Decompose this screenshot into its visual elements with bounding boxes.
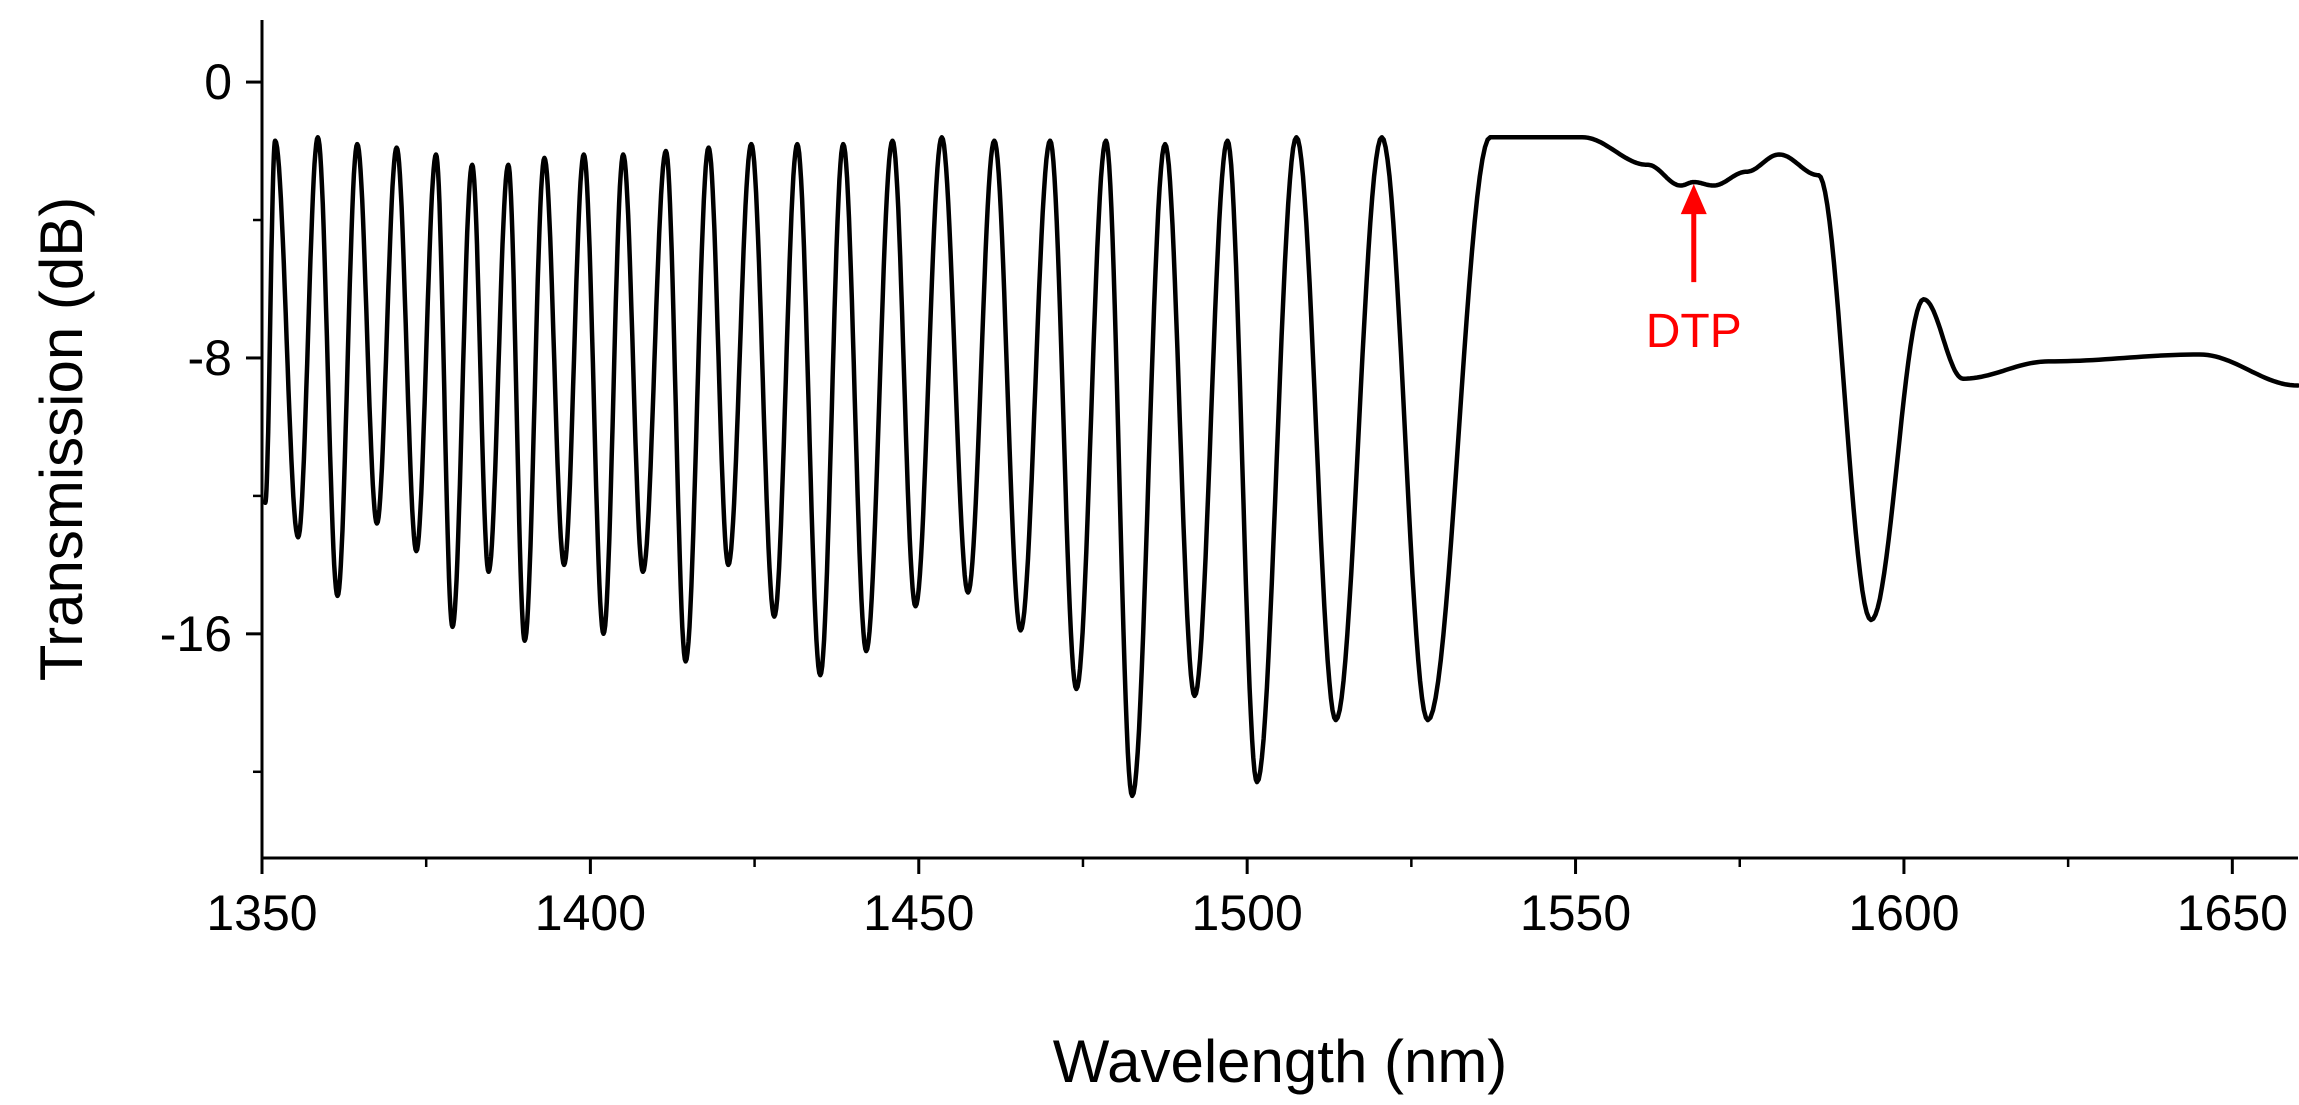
x-tick-label: 1650 bbox=[2177, 885, 2288, 941]
ticks bbox=[246, 80, 2234, 874]
annotation-label-dtp: DTP bbox=[1646, 305, 1742, 358]
series-line-transmission bbox=[263, 135, 2299, 799]
annotations: DTP bbox=[1646, 184, 1742, 358]
x-axis-title: Wavelength (nm) bbox=[1053, 1028, 1508, 1095]
y-tick-label: -8 bbox=[188, 330, 232, 386]
y-tick-label: -16 bbox=[160, 606, 232, 662]
x-tick-label: 1400 bbox=[535, 885, 646, 941]
x-tick-label: 1450 bbox=[863, 885, 974, 941]
y-axis-title: Transmission (dB) bbox=[28, 197, 95, 682]
axes bbox=[260, 20, 2298, 860]
y-tick-label: 0 bbox=[204, 54, 232, 110]
annotation-arrow-head bbox=[1680, 184, 1707, 215]
x-tick-label: 1500 bbox=[1192, 885, 1303, 941]
tick-labels: 1350 1400 1450 1500 1550 1600 1650 0 -8 -16 bbox=[160, 54, 2288, 941]
series-group bbox=[263, 135, 2299, 799]
x-tick-label: 1350 bbox=[206, 885, 317, 941]
x-tick-label: 1550 bbox=[1520, 885, 1631, 941]
x-tick-label: 1600 bbox=[1848, 885, 1959, 941]
